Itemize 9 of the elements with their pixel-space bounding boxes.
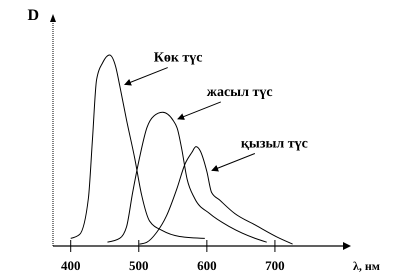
x-tick-label: 600: [197, 258, 217, 273]
x-axis-title: λ, нм: [353, 259, 380, 273]
annotation: қызыл түс: [240, 136, 308, 152]
annotation: Көк түс: [154, 50, 203, 66]
annotation: жасыл түс: [206, 84, 273, 100]
x-tick-label: 500: [129, 258, 149, 273]
y-axis-title: D: [27, 7, 39, 24]
x-tick-label: 700: [265, 258, 285, 273]
x-tick-label: 400: [60, 258, 80, 273]
